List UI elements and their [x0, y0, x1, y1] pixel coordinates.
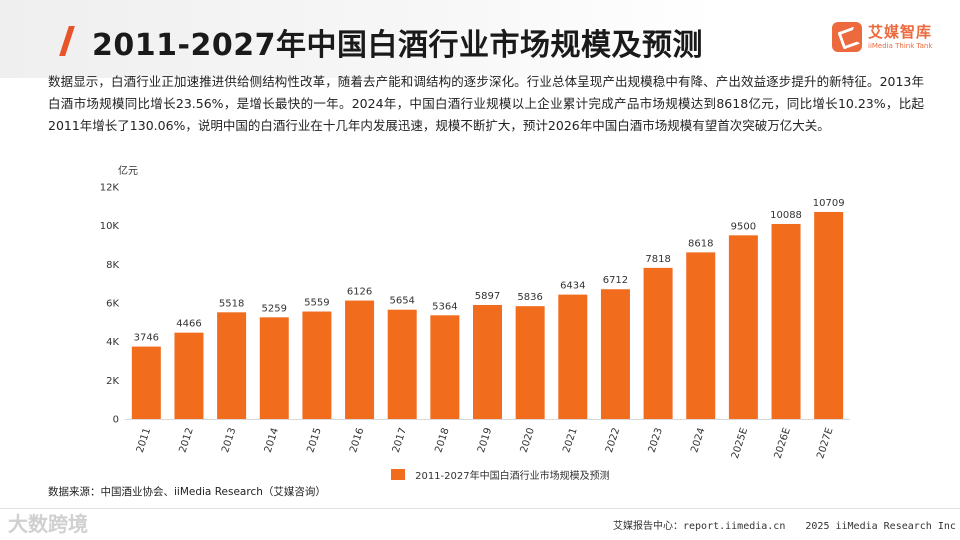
data-label: 8618: [688, 238, 713, 249]
footer-divider: [0, 508, 960, 509]
x-tick-label: 2021: [561, 427, 579, 455]
bar: [558, 294, 588, 419]
x-tick-label: 2025E: [730, 427, 750, 460]
data-label: 5259: [262, 303, 287, 314]
y-tick-label: 6K: [106, 299, 119, 310]
data-label: 5559: [304, 298, 329, 309]
watermark: 大数跨境: [8, 512, 88, 536]
data-label: 3746: [134, 333, 159, 344]
bar: [473, 304, 502, 419]
bar: [430, 315, 460, 419]
brand-logo: 艾媒智库 iiMedia Think Tank: [832, 22, 932, 56]
x-tick-label: 2017: [391, 427, 409, 455]
data-label: 5836: [517, 292, 542, 303]
x-tick-label: 2024: [689, 427, 707, 455]
footer-report-center[interactable]: 艾媒报告中心：report.iimedia.cn: [613, 521, 786, 532]
description-text: 数据显示，白酒行业正加速推进供给侧结构性改革，随着去产能和调结构的逐步深化。行业…: [48, 74, 924, 133]
brand-logo-icon: [832, 22, 862, 52]
bar: [515, 306, 545, 419]
bar: [302, 311, 332, 419]
bar: [217, 312, 247, 419]
bar: [643, 267, 673, 419]
bar: [686, 252, 716, 419]
bar: [259, 317, 289, 419]
bar: [387, 309, 417, 419]
x-tick-label: 2012: [177, 427, 195, 455]
brand-logo-name: 艾媒智库: [868, 23, 933, 41]
y-tick-label: 12K: [100, 183, 120, 194]
y-tick-label: 0: [113, 415, 119, 426]
y-axis-unit: 亿元: [118, 164, 138, 177]
data-label: 5518: [219, 298, 244, 309]
chart-legend: 2011-2027年中国白酒行业市场规模及预测: [391, 464, 610, 482]
y-tick-label: 8K: [106, 260, 119, 271]
brand-logo-subtitle: iiMedia Think Tank: [868, 42, 933, 50]
data-label: 7818: [645, 254, 670, 265]
data-label: 5364: [432, 301, 457, 312]
data-label: 6712: [603, 275, 628, 286]
data-label: 5654: [389, 296, 414, 307]
x-tick-label: 2023: [647, 427, 665, 455]
x-tick-label: 2022: [604, 427, 622, 455]
x-tick-label: 2026E: [773, 427, 793, 460]
legend-label: 2011-2027年中国白酒行业市场规模及预测: [415, 471, 610, 482]
x-tick-label: 2016: [348, 427, 366, 455]
x-tick-label: 2013: [220, 427, 238, 455]
bar: [131, 346, 161, 419]
footer-copyright: 2025 iiMedia Research Inc: [805, 521, 956, 532]
data-label: 6126: [347, 287, 372, 298]
x-tick-label: 2011: [135, 427, 153, 455]
x-tick-label: 2020: [519, 427, 537, 455]
y-tick-label: 4K: [106, 337, 119, 348]
data-label: 5897: [475, 291, 500, 302]
bar: [771, 223, 801, 419]
header-band: [0, 0, 960, 78]
y-tick-label: 10K: [100, 221, 120, 232]
data-label: 4466: [176, 319, 201, 330]
bar-chart: 亿元 0 2K 4K 6K 8K 10K 12K 3746 2011 4466 2012 5518 201…: [100, 164, 850, 460]
bar: [174, 332, 204, 419]
x-tick-label: 2015: [305, 427, 323, 455]
bar: [728, 235, 758, 419]
data-label: 9500: [731, 221, 756, 232]
x-tick-label: 2027E: [815, 427, 835, 460]
x-tick-label: 2018: [433, 427, 451, 455]
x-tick-label: 2019: [476, 427, 494, 455]
bar: [600, 289, 630, 419]
bar: [814, 211, 844, 419]
bar: [345, 300, 375, 419]
legend-swatch: [391, 469, 405, 480]
data-source: 数据来源：中国酒业协会、iiMedia Research（艾媒咨询）: [48, 486, 326, 498]
x-tick-label: 2014: [263, 427, 281, 455]
data-label: 10709: [813, 198, 845, 209]
y-tick-label: 2K: [106, 376, 119, 387]
data-label: 6434: [560, 281, 585, 292]
page-title: 2011-2027年中国白酒行业市场规模及预测: [92, 28, 703, 63]
footer: 艾媒报告中心：report.iimedia.cn 2025 iiMedia Re…: [613, 517, 956, 532]
data-label: 10088: [770, 210, 802, 221]
